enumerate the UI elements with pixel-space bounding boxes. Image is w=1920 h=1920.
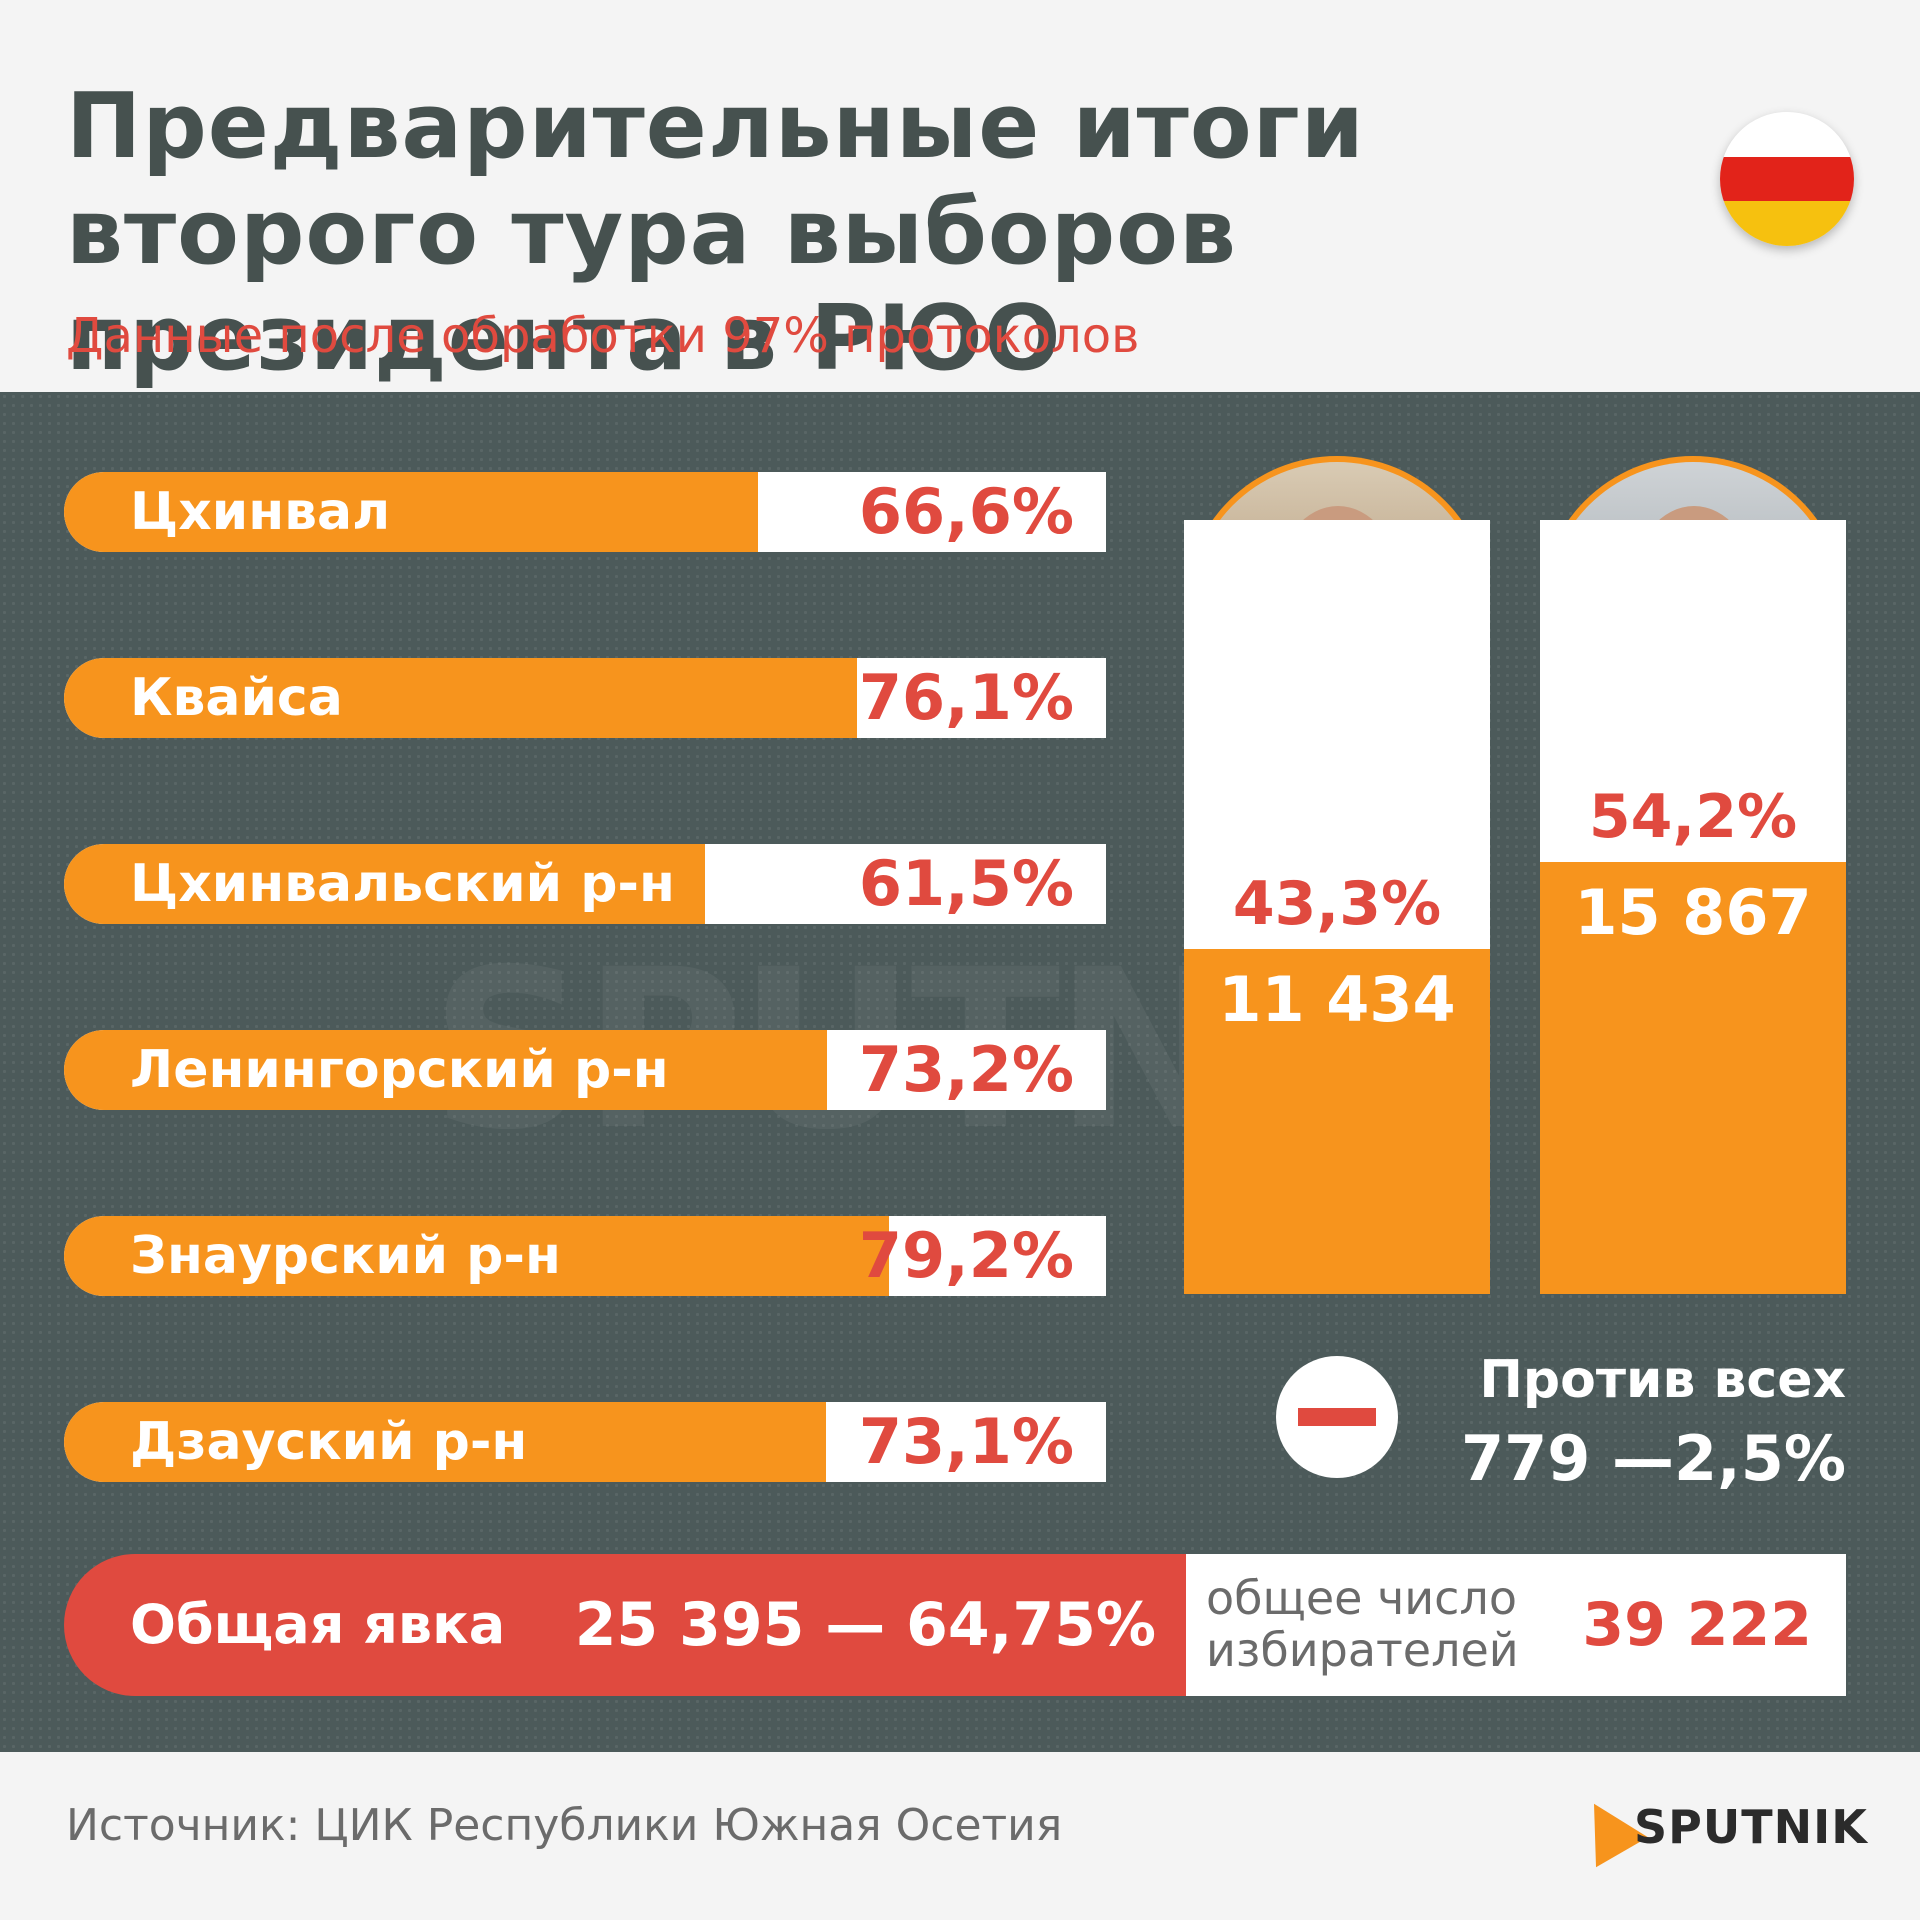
candidate-1-bar: 43,3% 11 434 — [1184, 520, 1490, 1294]
source-note: Источник: ЦИК Республики Южная Осетия — [66, 1800, 1063, 1851]
minus-icon — [1276, 1356, 1398, 1478]
flag-stripe — [1720, 112, 1854, 157]
page-subtitle: Данные после обработки 97% протоколов — [66, 308, 1140, 364]
page-title: Предварительные итоги второго тура выбор… — [66, 74, 1365, 391]
region-name: Квайса — [130, 668, 343, 728]
candidate-bar-fill — [1184, 949, 1490, 1294]
region-bar-fill — [64, 1216, 890, 1296]
total-voters-value: 39 222 — [1582, 1590, 1812, 1660]
region-bar: Дзауский р-н 73,1% — [64, 1402, 1106, 1482]
region-name: Цхинвал — [130, 482, 391, 542]
flag-icon — [1720, 112, 1854, 246]
total-turnout-label: Общая явка — [130, 1593, 506, 1656]
total-voters: общее число избирателей 39 222 — [1186, 1554, 1846, 1696]
region-bar-fill — [64, 472, 758, 552]
region-bar-fill — [64, 844, 705, 924]
candidate-2-bar: 54,2% 15 867 — [1540, 520, 1846, 1294]
header: Предварительные итоги второго тура выбор… — [0, 0, 1920, 392]
candidate-votes-label: 15 867 — [1574, 876, 1812, 949]
candidate-votes-label: 11 434 — [1218, 963, 1456, 1036]
region-name: Ленингорский р-н — [130, 1040, 669, 1100]
region-turnout-label: 73,2% — [858, 1033, 1074, 1106]
region-bar: Знаурский р-н 79,2% — [64, 1216, 1106, 1296]
against-all-value: 779 —2,5% — [1461, 1422, 1846, 1495]
region-name: Дзауский р-н — [130, 1412, 528, 1472]
region-bar-fill — [64, 1402, 826, 1482]
region-bar-fill — [64, 1030, 827, 1110]
candidate-bar-fill — [1540, 862, 1846, 1294]
total-turnout: Общая явка 25 395 — 64,75% — [64, 1554, 1186, 1696]
candidate-percent-label: 54,2% — [1588, 782, 1798, 852]
region-bar-fill — [64, 658, 857, 738]
region-bar: Цхинвал 66,6% — [64, 472, 1106, 552]
region-turnout-label: 76,1% — [858, 661, 1074, 734]
region-turnout-label: 79,2% — [858, 1219, 1074, 1292]
against-all-label: Против всех — [1479, 1350, 1846, 1410]
total-voters-label: общее число избирателей — [1206, 1571, 1519, 1677]
region-turnout-label: 61,5% — [858, 847, 1074, 920]
region-turnout-label: 73,1% — [858, 1405, 1074, 1478]
flag-stripe — [1720, 156, 1854, 202]
region-bar: Цхинвальский р-н 61,5% — [64, 844, 1106, 924]
region-name: Цхинвальский р-н — [130, 854, 675, 914]
region-bar: Квайса 76,1% — [64, 658, 1106, 738]
region-name: Знаурский р-н — [130, 1226, 561, 1286]
region-bar: Ленингорский р-н 73,2% — [64, 1030, 1106, 1110]
flag-stripe — [1720, 201, 1854, 246]
candidate-percent-label: 43,3% — [1232, 869, 1442, 939]
region-turnout-label: 66,6% — [858, 475, 1074, 548]
sputnik-logo-text: SPUTNIK — [1634, 1800, 1868, 1854]
total-turnout-value: 25 395 — 64,75% — [574, 1590, 1156, 1660]
